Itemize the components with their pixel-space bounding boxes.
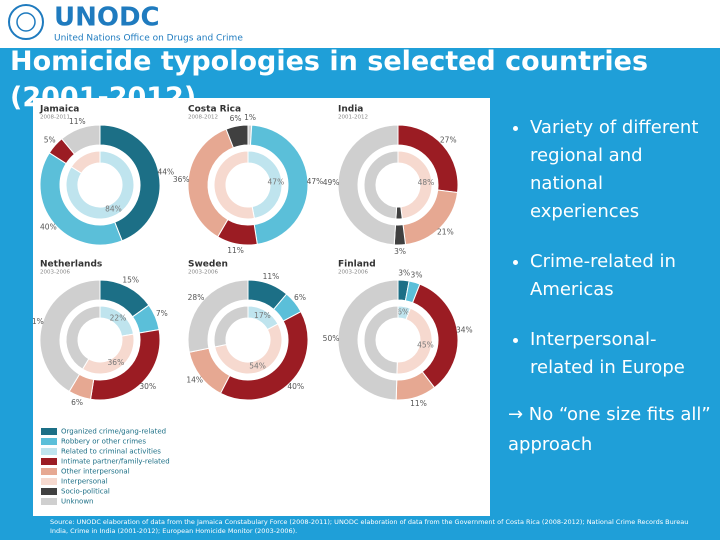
chart-title: Netherlands	[40, 260, 102, 270]
bullet: Variety of different regional and nation…	[530, 114, 713, 226]
legend-label: Other interpersonal	[61, 468, 130, 476]
value-label: 47%	[307, 177, 324, 186]
value-label: 45%	[417, 341, 434, 350]
legend-swatch	[41, 488, 57, 495]
legend-label: Unknown	[61, 498, 94, 506]
donut-segment	[187, 279, 249, 353]
value-label: 44%	[157, 167, 174, 176]
chart-title: Costa Rica	[188, 105, 241, 115]
value-label: 30%	[139, 382, 156, 391]
chart-subtitle: 2003-2006	[338, 270, 368, 276]
un-emblem	[16, 12, 36, 32]
value-label: 3%	[394, 247, 406, 256]
value-label: 21%	[437, 227, 454, 236]
donut-segment	[363, 150, 399, 220]
value-label: 27%	[440, 136, 457, 145]
value-label: 49%	[323, 178, 340, 187]
value-label: 6%	[230, 114, 242, 123]
value-label: 34%	[456, 326, 473, 335]
legend-swatch	[41, 428, 57, 435]
chart-title: Sweden	[188, 260, 228, 270]
donut-segment	[213, 305, 249, 348]
legend-swatch	[41, 448, 57, 455]
bullet: Crime-related in Americas	[530, 248, 713, 304]
chart-title: Finland	[338, 260, 376, 270]
value-label: 41%	[33, 317, 44, 326]
value-label: 11%	[227, 246, 244, 255]
value-label: 40%	[40, 223, 57, 232]
donut-segment	[337, 279, 399, 401]
value-label: 11%	[69, 117, 86, 126]
donut-segment	[225, 124, 249, 149]
donut-segment	[213, 150, 255, 220]
donut-segment	[65, 305, 101, 370]
chart-subtitle: 2008-2012	[188, 115, 218, 121]
donut-segment	[99, 124, 161, 242]
header-band	[0, 0, 720, 48]
value-label: 47%	[268, 177, 285, 186]
value-label: 7%	[156, 309, 168, 318]
value-label: 3%	[398, 268, 410, 277]
value-label: 48%	[418, 178, 435, 187]
value-label: 84%	[105, 205, 122, 214]
value-label: 28%	[188, 293, 205, 302]
donut-segment	[363, 305, 399, 375]
legend-label: Interpersonal	[61, 478, 108, 486]
bullet-list: Variety of different regional and nation…	[508, 114, 713, 404]
value-label: 3%	[411, 271, 423, 280]
value-label: 6%	[397, 307, 409, 316]
source-note: Source: UNODC elaboration of data from t…	[50, 518, 689, 535]
chart-subtitle: 2001-2012	[338, 115, 368, 121]
chart-title: Jamaica	[39, 105, 79, 115]
donut-segment	[249, 124, 309, 245]
donut-segment	[70, 150, 101, 174]
legend-label: Robbery or other crimes	[61, 438, 146, 446]
value-label: 1%	[244, 113, 256, 122]
legend-swatch	[41, 498, 57, 505]
value-label: 6%	[71, 398, 83, 407]
value-label: 6%	[294, 293, 306, 302]
value-label: 50%	[323, 334, 340, 343]
chart-title: India	[338, 105, 363, 115]
legend-label: Related to criminal activities	[61, 448, 161, 456]
bullet: Interpersonal-related in Europe	[530, 326, 713, 382]
header: UNODC United Nations Office on Drugs and…	[8, 3, 243, 44]
chart-subtitle: 2003-2006	[188, 270, 218, 276]
bullets: Variety of different regional and nation…	[508, 114, 713, 382]
value-label: 5%	[44, 136, 56, 145]
org-name: United Nations Office on Drugs and Crime	[54, 34, 243, 44]
legend-swatch	[41, 468, 57, 475]
value-label: 15%	[122, 275, 139, 284]
donut-segment	[337, 124, 399, 246]
value-label: 17%	[254, 311, 271, 320]
legend-swatch	[41, 458, 57, 465]
chart-subtitle: 2003-2006	[40, 270, 70, 276]
legend-label: Intimate partner/family-related	[61, 458, 170, 466]
chart-subtitle: 2008-2011	[40, 115, 70, 121]
donut-segment	[397, 150, 433, 220]
donut-segment	[393, 224, 407, 246]
value-label: 36%	[173, 175, 190, 184]
legend-swatch	[41, 478, 57, 485]
donut-segment	[61, 124, 101, 155]
conclusion: → No “one size fits all” approach	[508, 404, 711, 455]
value-label: 54%	[249, 361, 266, 370]
legend-swatch	[41, 438, 57, 445]
legend-label: Socio-political	[61, 488, 110, 496]
value-label: 11%	[263, 272, 280, 281]
value-label: 14%	[186, 376, 203, 385]
value-label: 36%	[108, 358, 125, 367]
un-emblem	[8, 4, 44, 40]
value-label: 40%	[287, 382, 304, 391]
donut-segment	[39, 279, 101, 393]
legend-label: Organized crime/gang-related	[61, 428, 166, 436]
value-label: 11%	[410, 399, 427, 408]
donut-segment	[65, 150, 135, 220]
logo: UNODC	[54, 3, 160, 33]
value-label: 22%	[110, 314, 127, 323]
